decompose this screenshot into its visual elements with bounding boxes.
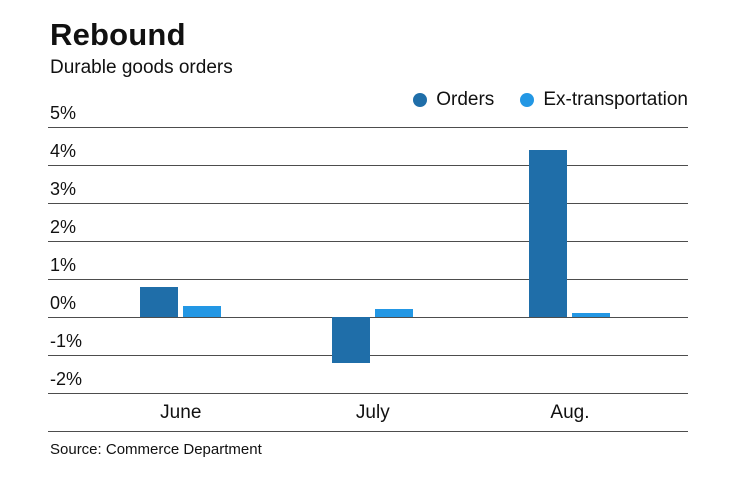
ex-transportation-legend-dot-icon [520,93,534,107]
gridline [48,203,688,204]
legend-label-orders: Orders [436,89,494,111]
x-tick-label: Aug. [550,402,589,424]
legend-item-ex-transportation: Ex-transportation [520,89,688,111]
legend: Orders Ex-transportation [50,89,688,111]
chart-title: Rebound [50,18,688,52]
gridline [48,279,688,280]
gridline [48,241,688,242]
bar-ex-transportation-aug [572,313,610,317]
bar-ex-transportation-july [375,309,413,317]
gridline [48,165,688,166]
chart-figure: Rebound Durable goods orders Orders Ex-t… [0,0,740,482]
y-tick-label: 2% [50,217,76,238]
legend-item-orders: Orders [413,89,494,111]
chart-subtitle: Durable goods orders [50,57,688,79]
bar-orders-july [332,317,370,363]
gridline [48,127,688,128]
y-tick-label: 3% [50,179,76,200]
y-tick-label: 1% [50,255,76,276]
y-tick-label: 0% [50,293,76,314]
x-axis-labels: June July Aug. [50,393,688,431]
y-tick-label: -1% [50,331,82,352]
source-note: Source: Commerce Department [50,441,688,458]
y-tick-label: -2% [50,369,82,390]
x-tick-label: July [356,402,390,424]
y-tick-label: 4% [50,141,76,162]
y-tick-label: 5% [50,103,76,124]
bottom-axis-line [48,431,688,432]
plot-area: 5%4%3%2%1%0%-1%-2% [50,127,688,393]
bar-ex-transportation-june [183,306,221,317]
x-tick-label: June [160,402,201,424]
orders-legend-dot-icon [413,93,427,107]
legend-label-ex-transportation: Ex-transportation [543,89,688,111]
bar-orders-june [140,287,178,317]
bar-orders-aug [529,150,567,317]
